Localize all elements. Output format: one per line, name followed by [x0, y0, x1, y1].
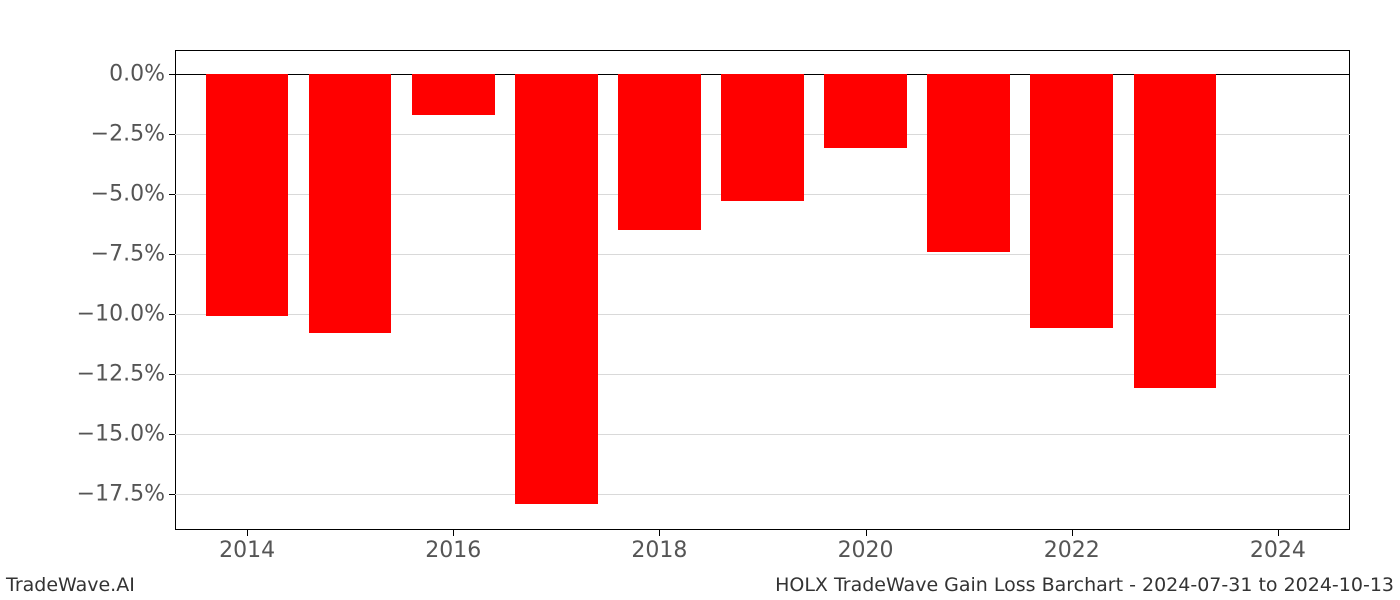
xtick-mark: [1278, 530, 1279, 536]
ytick-mark: [169, 434, 175, 435]
bar: [515, 74, 597, 504]
xtick-mark: [247, 530, 248, 536]
axis-spine-bottom: [175, 529, 1350, 530]
ytick-mark: [169, 314, 175, 315]
ytick-label: −12.5%: [77, 362, 165, 387]
xtick-label: 2022: [1044, 538, 1100, 563]
ytick-label: −15.0%: [77, 422, 165, 447]
ytick-mark: [169, 494, 175, 495]
axis-spine-left: [175, 50, 176, 530]
xtick-label: 2018: [631, 538, 687, 563]
ytick-mark: [169, 134, 175, 135]
ytick-mark: [169, 194, 175, 195]
bar: [927, 74, 1009, 252]
xtick-label: 2024: [1250, 538, 1306, 563]
gridline: [175, 494, 1350, 495]
bar: [1134, 74, 1216, 388]
ytick-label: −10.0%: [77, 302, 165, 327]
xtick-label: 2014: [219, 538, 275, 563]
bar: [309, 74, 391, 333]
ytick-label: −5.0%: [91, 182, 165, 207]
xtick-mark: [453, 530, 454, 536]
bar: [206, 74, 288, 316]
watermark-left: TradeWave.AI: [6, 574, 135, 596]
ytick-label: 0.0%: [109, 62, 165, 87]
ytick-mark: [169, 374, 175, 375]
bar: [824, 74, 906, 148]
caption-right: HOLX TradeWave Gain Loss Barchart - 2024…: [775, 574, 1394, 596]
axis-spine-right: [1349, 50, 1350, 530]
bar: [412, 74, 494, 115]
xtick-label: 2020: [838, 538, 894, 563]
axis-spine-top: [175, 50, 1350, 51]
bar: [1030, 74, 1112, 328]
bar: [721, 74, 803, 201]
plot-area: 0.0%−2.5%−5.0%−7.5%−10.0%−12.5%−15.0%−17…: [175, 50, 1350, 530]
xtick-mark: [659, 530, 660, 536]
figure: 0.0% −2.5% −5.0% −7.5% −10.0% −12.5% −15.0% −17…: [0, 0, 1400, 600]
ytick-label: −2.5%: [91, 122, 165, 147]
gridline: [175, 434, 1350, 435]
ytick-label: −7.5%: [91, 242, 165, 267]
xtick-label: 2016: [425, 538, 481, 563]
ytick-mark: [169, 254, 175, 255]
ytick-label: −17.5%: [77, 482, 165, 507]
xtick-mark: [866, 530, 867, 536]
bar: [618, 74, 700, 230]
xtick-mark: [1072, 530, 1073, 536]
